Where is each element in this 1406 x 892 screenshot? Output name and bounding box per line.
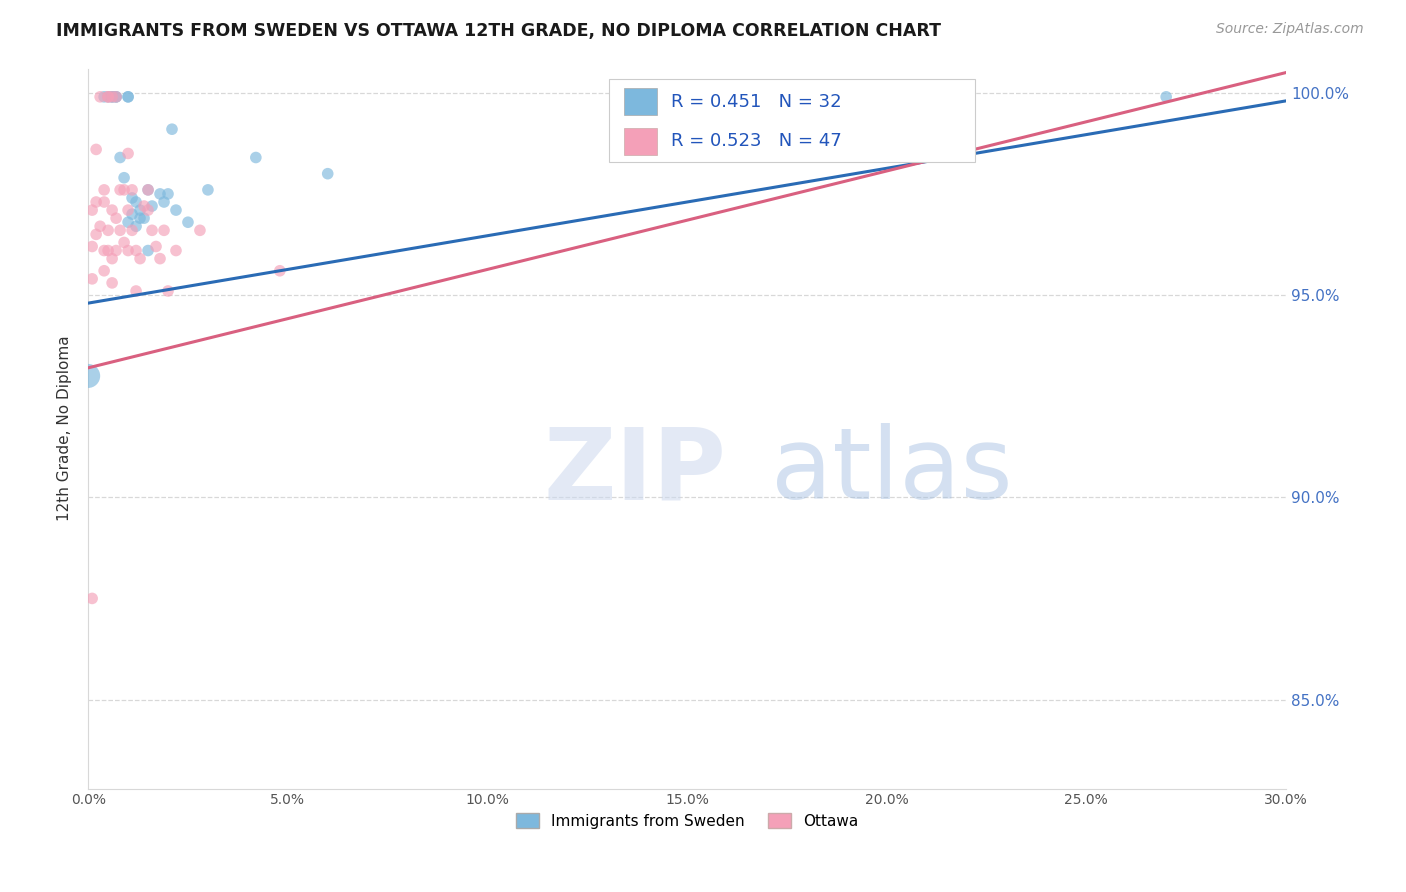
- Point: [156, 186, 179, 201]
- Text: R = 0.523   N = 47: R = 0.523 N = 47: [672, 132, 842, 150]
- Point: [101, 203, 124, 218]
- Point: [101, 90, 124, 104]
- FancyBboxPatch shape: [624, 88, 657, 115]
- Point: [93, 264, 115, 278]
- Point: [149, 252, 172, 266]
- Point: [93, 244, 115, 258]
- Point: [125, 284, 148, 298]
- Point: [136, 183, 159, 197]
- Text: ZIP: ZIP: [543, 423, 725, 520]
- Point: [165, 244, 187, 258]
- Point: [145, 239, 167, 253]
- Point: [177, 215, 200, 229]
- Point: [153, 194, 176, 209]
- Point: [117, 90, 139, 104]
- Point: [93, 90, 115, 104]
- Point: [136, 203, 159, 218]
- Point: [117, 215, 139, 229]
- Point: [149, 186, 172, 201]
- Point: [101, 276, 124, 290]
- Point: [112, 235, 135, 250]
- FancyBboxPatch shape: [624, 128, 657, 155]
- Point: [156, 284, 179, 298]
- Point: [132, 199, 155, 213]
- Point: [105, 90, 128, 104]
- Point: [188, 223, 211, 237]
- Point: [125, 244, 148, 258]
- Text: R = 0.451   N = 32: R = 0.451 N = 32: [672, 93, 842, 111]
- Point: [121, 207, 143, 221]
- FancyBboxPatch shape: [609, 79, 974, 162]
- Text: IMMIGRANTS FROM SWEDEN VS OTTAWA 12TH GRADE, NO DIPLOMA CORRELATION CHART: IMMIGRANTS FROM SWEDEN VS OTTAWA 12TH GR…: [56, 22, 941, 40]
- Point: [108, 151, 131, 165]
- Point: [84, 194, 107, 209]
- Text: atlas: atlas: [770, 423, 1012, 520]
- Point: [89, 90, 111, 104]
- Y-axis label: 12th Grade, No Diploma: 12th Grade, No Diploma: [58, 335, 72, 521]
- Point: [129, 211, 152, 226]
- Point: [165, 203, 187, 218]
- Point: [245, 151, 267, 165]
- Point: [132, 211, 155, 226]
- Point: [1154, 90, 1177, 104]
- Point: [125, 219, 148, 234]
- Point: [316, 167, 339, 181]
- Text: Source: ZipAtlas.com: Source: ZipAtlas.com: [1216, 22, 1364, 37]
- Point: [84, 227, 107, 242]
- Point: [112, 170, 135, 185]
- Point: [117, 203, 139, 218]
- Point: [136, 183, 159, 197]
- Point: [89, 219, 111, 234]
- Point: [101, 252, 124, 266]
- Point: [97, 90, 120, 104]
- Point: [112, 183, 135, 197]
- Point: [129, 203, 152, 218]
- Point: [82, 272, 104, 286]
- Point: [117, 244, 139, 258]
- Point: [108, 223, 131, 237]
- Point: [101, 90, 124, 104]
- Point: [121, 191, 143, 205]
- Point: [125, 194, 148, 209]
- Point: [93, 183, 115, 197]
- Point: [97, 223, 120, 237]
- Point: [97, 90, 120, 104]
- Point: [93, 194, 115, 209]
- Point: [160, 122, 183, 136]
- Point: [141, 223, 163, 237]
- Point: [105, 90, 128, 104]
- Point: [84, 143, 107, 157]
- Point: [153, 223, 176, 237]
- Point: [105, 244, 128, 258]
- Point: [82, 203, 104, 218]
- Point: [117, 90, 139, 104]
- Point: [101, 90, 124, 104]
- Legend: Immigrants from Sweden, Ottawa: Immigrants from Sweden, Ottawa: [510, 806, 865, 835]
- Point: [82, 239, 104, 253]
- Point: [97, 244, 120, 258]
- Point: [136, 244, 159, 258]
- Point: [121, 183, 143, 197]
- Point: [108, 183, 131, 197]
- Point: [97, 90, 120, 104]
- Point: [117, 146, 139, 161]
- Point: [82, 591, 104, 606]
- Point: [141, 199, 163, 213]
- Point: [105, 211, 128, 226]
- Point: [129, 252, 152, 266]
- Point: [121, 223, 143, 237]
- Point: [77, 368, 100, 383]
- Point: [197, 183, 219, 197]
- Point: [269, 264, 291, 278]
- Point: [105, 90, 128, 104]
